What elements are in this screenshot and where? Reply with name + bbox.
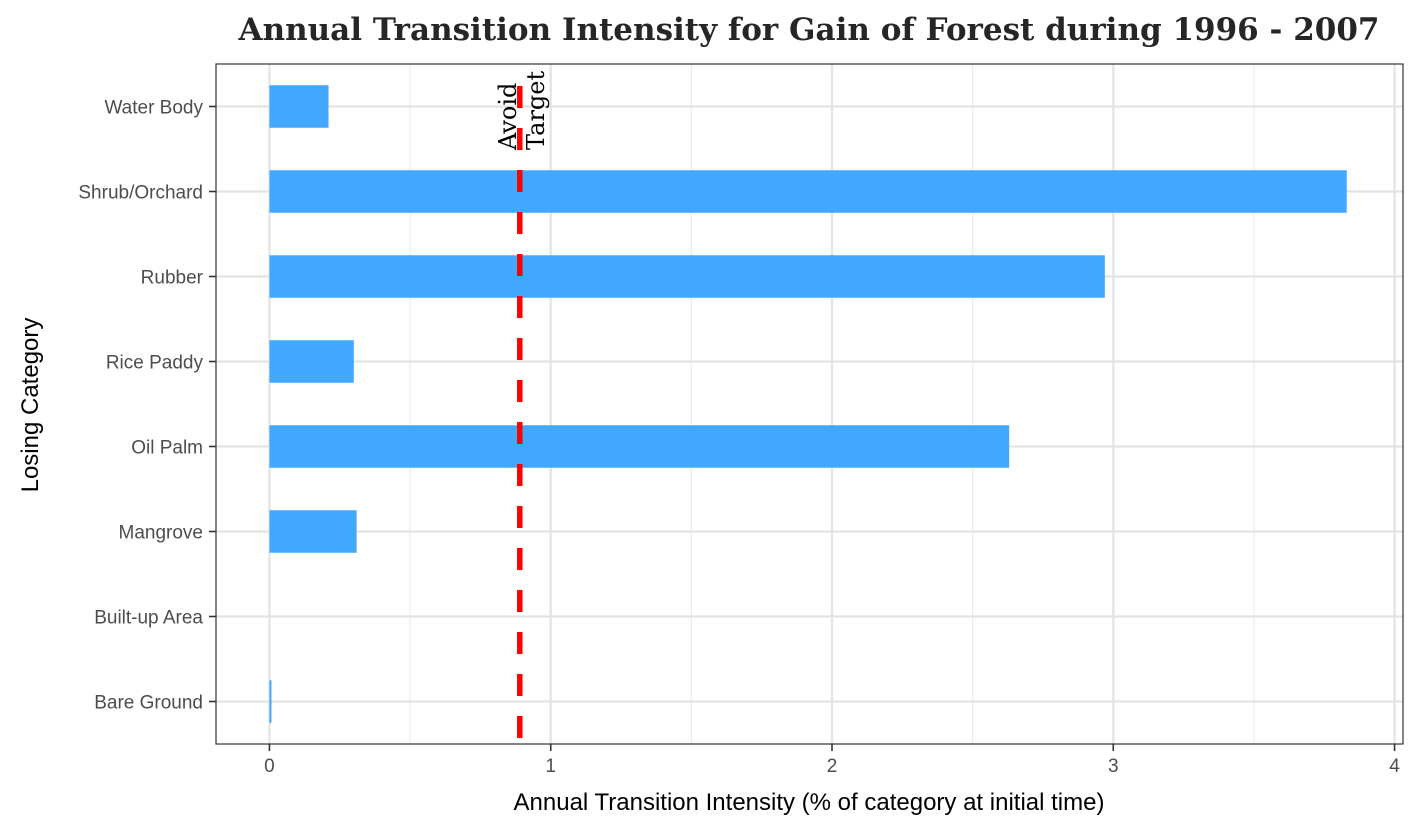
y-tick-label: Oil Palm	[131, 438, 203, 459]
y-tick-label: Rubber	[141, 268, 204, 289]
y-tick-label: Shrub/Orchard	[78, 183, 203, 204]
x-tick-label: 3	[1108, 756, 1119, 777]
bar	[269, 255, 1105, 298]
y-tick-label: Rice Paddy	[106, 353, 204, 374]
bar	[269, 340, 354, 383]
y-tick-label: Water Body	[104, 98, 203, 119]
x-tick-label: 1	[545, 756, 556, 777]
bar	[269, 680, 272, 723]
reference-line-group: Avoid Target	[494, 71, 550, 742]
bar	[269, 425, 1010, 468]
x-tick-label: 2	[827, 756, 838, 777]
bars	[269, 85, 1347, 723]
x-axis-title: Annual Transition Intensity (% of catego…	[514, 789, 1105, 816]
y-tick-label: Mangrove	[119, 523, 204, 544]
panel-border	[215, 63, 1404, 745]
axes: Water Body Shrub/Orchard Rubber Rice Paddy O…	[78, 98, 1400, 778]
y-axis-title: Losing Category	[17, 318, 44, 493]
y-tick-label: Built-up Area	[94, 608, 203, 629]
y-tick-label: Bare Ground	[94, 693, 203, 714]
bar	[269, 170, 1347, 213]
bar	[269, 510, 357, 553]
bar	[269, 85, 329, 128]
x-tick-label: 0	[264, 756, 275, 777]
reference-label-avoid: Avoid	[494, 83, 522, 151]
chart-title: Annual Transition Intensity for Gain of …	[238, 12, 1380, 48]
x-tick-label: 4	[1389, 756, 1400, 777]
reference-label-target: Target	[522, 71, 550, 150]
